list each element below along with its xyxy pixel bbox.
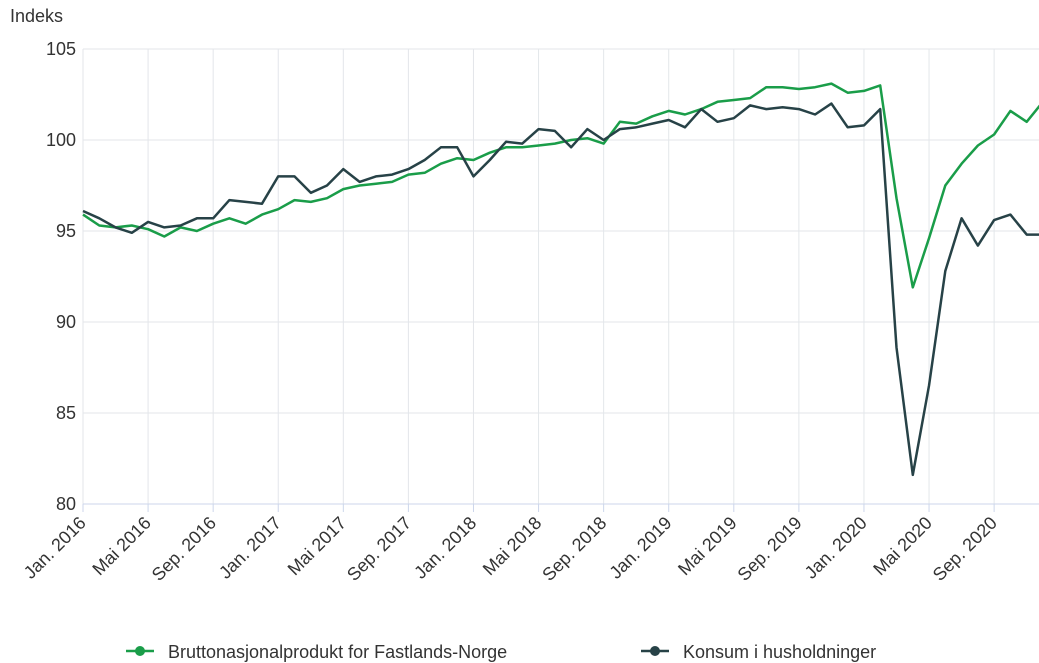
x-tick-label: Mai 2018 — [479, 513, 546, 580]
y-tick-label: 90 — [56, 312, 76, 332]
legend-marker — [650, 646, 660, 656]
x-tick-label: Jan. 2016 — [20, 513, 90, 583]
x-tick-label: Sep. 2018 — [538, 513, 610, 585]
x-tick-label: Sep. 2019 — [734, 513, 806, 585]
y-tick-label: 85 — [56, 403, 76, 423]
x-tick-label: Mai 2017 — [284, 513, 351, 580]
x-tick-label: Mai 2020 — [869, 513, 936, 580]
x-tick-label: Sep. 2020 — [929, 513, 1001, 585]
y-tick-label: 80 — [56, 494, 76, 514]
legend-marker — [135, 646, 145, 656]
plot — [82, 48, 1039, 512]
x-tick-label: Jan. 2019 — [605, 513, 675, 583]
x-tick-label: Sep. 2017 — [343, 513, 415, 585]
y-tick-label: 100 — [46, 130, 76, 150]
y-tick-label: 105 — [46, 39, 76, 59]
series-line — [82, 102, 1039, 477]
x-tick-label: Mai 2019 — [674, 513, 741, 580]
x-tick-label: Jan. 2017 — [215, 513, 285, 583]
series-line — [82, 82, 1039, 289]
y-axis-label: Indeks — [10, 6, 63, 26]
x-tick-label: Sep. 2016 — [148, 513, 220, 585]
x-tick-label: Jan. 2018 — [410, 513, 480, 583]
y-tick-label: 95 — [56, 221, 76, 241]
x-tick-label: Mai 2016 — [88, 513, 155, 580]
x-tick-label: Jan. 2020 — [801, 513, 871, 583]
legend-label: Bruttonasjonalprodukt for Fastlands-Norg… — [168, 642, 507, 662]
legend-label: Konsum i husholdninger — [683, 642, 876, 662]
